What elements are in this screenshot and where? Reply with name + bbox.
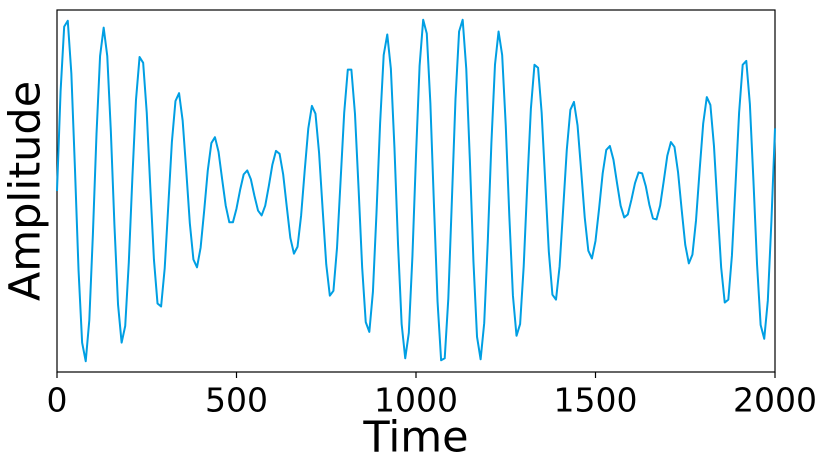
x-tick-label: 2000 bbox=[733, 381, 817, 420]
x-tick-label: 1500 bbox=[554, 381, 638, 420]
plot-frame bbox=[56, 9, 776, 373]
data-line bbox=[56, 18, 776, 363]
x-tick-label: 1000 bbox=[374, 381, 458, 420]
x-axis-title: Time bbox=[362, 413, 468, 463]
x-tick-label: 500 bbox=[205, 381, 268, 420]
y-axis-title: Amplitude bbox=[1, 81, 51, 301]
x-tick-label: 0 bbox=[47, 381, 68, 420]
